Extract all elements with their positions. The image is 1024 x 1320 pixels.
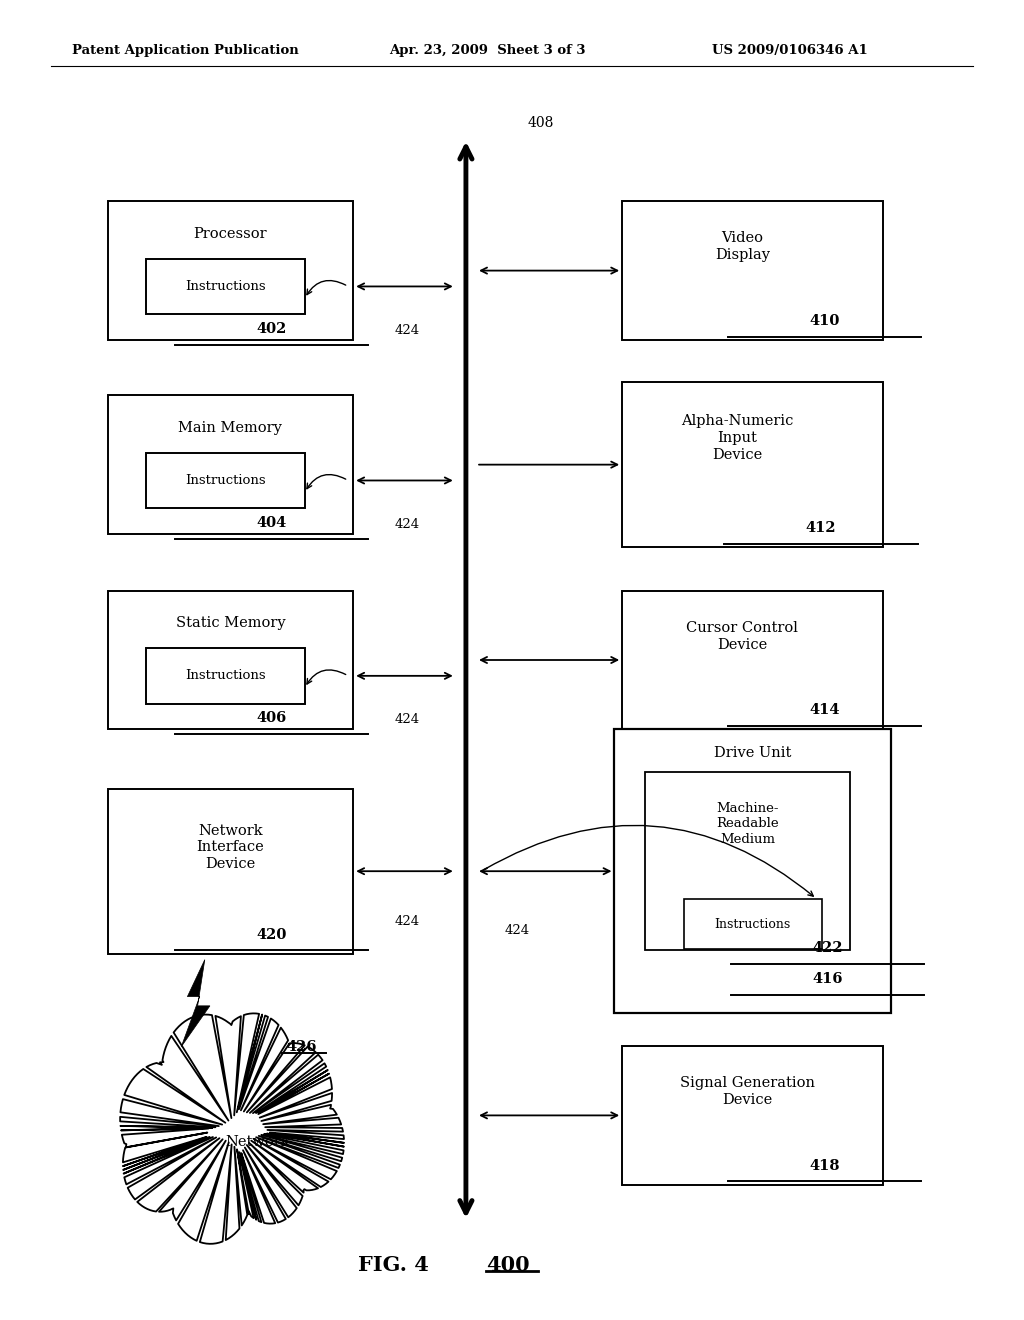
Circle shape — [215, 1014, 293, 1113]
Text: 408: 408 — [527, 116, 554, 129]
Text: 400: 400 — [486, 1254, 530, 1275]
Circle shape — [123, 1117, 197, 1212]
Text: Apr. 23, 2009  Sheet 3 of 3: Apr. 23, 2009 Sheet 3 of 3 — [389, 44, 586, 57]
Text: 424: 424 — [395, 517, 420, 531]
Text: Alpha-Numeric
Input
Device: Alpha-Numeric Input Device — [681, 414, 794, 462]
Bar — [622, 1045, 883, 1185]
Bar — [146, 259, 305, 314]
Bar — [108, 591, 353, 729]
Bar — [622, 591, 883, 729]
Bar — [622, 383, 883, 546]
Text: Static Memory: Static Memory — [175, 616, 286, 630]
Circle shape — [236, 1134, 305, 1224]
Text: 424: 424 — [395, 713, 420, 726]
Bar — [146, 648, 305, 704]
Text: 426: 426 — [287, 1040, 317, 1053]
Text: Patent Application Publication: Patent Application Publication — [72, 44, 298, 57]
Bar — [622, 201, 883, 339]
Text: Network: Network — [225, 1135, 291, 1148]
Circle shape — [120, 1063, 209, 1176]
Text: 412: 412 — [806, 521, 837, 535]
Text: Video
Display: Video Display — [715, 231, 770, 263]
Text: Processor: Processor — [194, 227, 267, 240]
Text: 420: 420 — [256, 928, 287, 941]
Text: Instructions: Instructions — [715, 917, 791, 931]
Text: Signal Generation
Device: Signal Generation Device — [680, 1076, 815, 1107]
Text: 414: 414 — [809, 704, 840, 717]
Bar — [645, 771, 850, 950]
Bar — [614, 729, 891, 1014]
Text: 424: 424 — [395, 915, 420, 928]
Text: 402: 402 — [256, 322, 287, 335]
Text: FIG. 4: FIG. 4 — [358, 1254, 429, 1275]
Bar — [108, 789, 353, 953]
Polygon shape — [181, 960, 210, 1047]
Text: Cursor Control
Device: Cursor Control Device — [686, 620, 799, 652]
Text: 418: 418 — [809, 1159, 840, 1172]
Text: 404: 404 — [256, 516, 287, 529]
Text: 406: 406 — [256, 711, 287, 725]
Text: Instructions: Instructions — [185, 669, 265, 682]
Circle shape — [162, 1015, 250, 1129]
Circle shape — [255, 1043, 332, 1143]
Bar — [108, 201, 353, 339]
Circle shape — [270, 1096, 344, 1191]
Text: 410: 410 — [809, 314, 840, 327]
Bar — [108, 396, 353, 533]
Text: US 2009/0106346 A1: US 2009/0106346 A1 — [712, 44, 867, 57]
Text: 424: 424 — [395, 323, 420, 337]
Circle shape — [169, 1137, 252, 1243]
Bar — [684, 899, 821, 949]
Text: Main Memory: Main Memory — [178, 421, 283, 434]
Text: Instructions: Instructions — [185, 280, 265, 293]
Text: Instructions: Instructions — [185, 474, 265, 487]
Text: Drive Unit: Drive Unit — [714, 746, 792, 760]
Bar — [146, 453, 305, 508]
Text: Network
Interface
Device: Network Interface Device — [197, 824, 264, 871]
Text: 424: 424 — [505, 924, 529, 937]
Text: 416: 416 — [812, 973, 843, 986]
Text: Machine-
Readable
Medium: Machine- Readable Medium — [716, 801, 779, 846]
Text: 422: 422 — [812, 941, 843, 954]
